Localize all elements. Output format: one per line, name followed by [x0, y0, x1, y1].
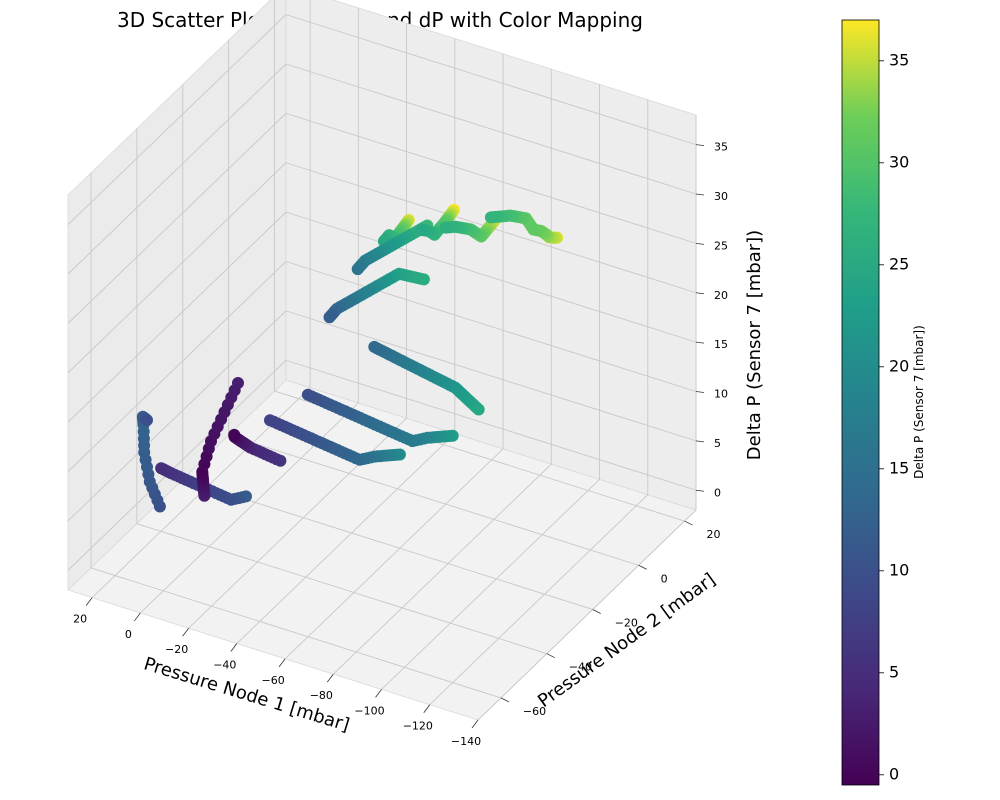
- grid-line: [136, 523, 547, 655]
- scatter-point: [484, 211, 497, 224]
- tick-label: −140: [451, 735, 481, 748]
- scatter-point: [368, 340, 381, 353]
- colorbar-tick-label: 15: [889, 458, 909, 477]
- grid-line: [477, 509, 697, 721]
- grid-line: [285, 310, 697, 442]
- colorbar-tick-label: 5: [889, 662, 899, 681]
- grid-line: [67, 14, 287, 225]
- grid-line: [236, 433, 456, 644]
- scatter-point: [301, 388, 314, 401]
- tick-label: 0: [661, 572, 668, 585]
- y-tick-mark: [684, 520, 693, 526]
- scatter-point: [155, 462, 168, 475]
- tick-label: −40: [569, 661, 592, 674]
- tick-label: −40: [213, 659, 236, 672]
- z-tick-mark: [695, 489, 705, 492]
- grid-line: [67, 261, 287, 472]
- tick-label: 15: [714, 338, 728, 351]
- grid-line: [67, 359, 287, 571]
- x-tick-mark: [182, 627, 189, 637]
- tick-label: 10: [714, 388, 728, 401]
- tick-label: 0: [125, 628, 132, 641]
- tick-label: −20: [615, 617, 638, 630]
- z-tick-mark: [695, 391, 705, 393]
- x-tick-mark: [134, 612, 141, 622]
- z-tick-mark: [695, 144, 705, 147]
- data-points: [136, 203, 564, 513]
- tick-label: 20: [73, 613, 87, 626]
- grid-line: [67, 310, 287, 522]
- colorbar-tick-label: 35: [889, 50, 909, 69]
- axes-panes: [67, 0, 697, 721]
- colorbar-tick-label: 20: [889, 356, 909, 375]
- scatter-point: [264, 414, 276, 427]
- tick-label: −100: [354, 704, 384, 717]
- scatter-point: [232, 377, 244, 389]
- z-tick-mark: [695, 440, 705, 443]
- scatter-point: [415, 223, 428, 236]
- tick-label: 20: [714, 289, 728, 302]
- scatter-point: [141, 414, 153, 427]
- x-tick-mark: [471, 719, 479, 729]
- colorbar-tick-label: 30: [889, 152, 909, 171]
- grid-line: [381, 479, 600, 690]
- z-tick-mark: [695, 242, 705, 245]
- x-tick-mark: [85, 597, 93, 606]
- grid-line: [285, 63, 697, 195]
- grid-line: [285, 359, 697, 491]
- grid-line: [285, 112, 697, 244]
- grid-line: [67, 63, 287, 275]
- colorbar-label: Delta P (Sensor 7 [mbar]): [912, 325, 926, 479]
- scatter-point: [228, 428, 241, 441]
- tick-label: −120: [403, 720, 433, 733]
- colorbar-tick-label: 0: [889, 764, 899, 783]
- grid-line: [285, 261, 697, 392]
- grid-line: [90, 567, 502, 699]
- tick-label: −60: [523, 705, 546, 718]
- colorbar-gradient: [841, 19, 880, 786]
- tick-label: −20: [165, 643, 188, 656]
- grid-line: [182, 479, 593, 610]
- tick-label: 5: [714, 437, 721, 450]
- scatter-point: [323, 311, 336, 324]
- x-tick-mark: [423, 704, 431, 713]
- grid-line: [285, 14, 697, 146]
- z-axis-label: Delta P (Sensor 7 [mbar]): [744, 230, 765, 460]
- grid-line: [67, 162, 287, 374]
- x-tick-mark: [278, 658, 286, 668]
- z-tick-mark: [695, 341, 705, 344]
- tick-label: 30: [714, 190, 728, 203]
- x-tick-mark: [326, 673, 334, 683]
- tick-label: 20: [707, 528, 721, 541]
- z-tick-mark: [695, 292, 705, 295]
- grid-line: [228, 434, 639, 566]
- y-tick-mark: [638, 564, 647, 570]
- tick-label: 35: [714, 141, 728, 154]
- x-tick-mark: [230, 643, 238, 652]
- grid-line: [429, 494, 649, 706]
- tick-label: −60: [261, 674, 284, 687]
- scatter-point: [439, 221, 452, 234]
- axis-ticks: −140 −120 −100 −80 −60 −40 −20 0 20 −60 −40 −20 0 20 0…: [73, 141, 728, 748]
- grid-line: [284, 448, 504, 660]
- grid-line: [67, 211, 287, 423]
- grid-line: [332, 463, 552, 675]
- colorbar-tick-label: 25: [889, 254, 909, 273]
- x-tick-mark: [375, 689, 382, 698]
- z-tick-mark: [695, 193, 705, 196]
- grid-line: [67, 113, 287, 324]
- y-tick-mark: [500, 697, 510, 703]
- tick-label: 25: [714, 239, 728, 252]
- tick-label: 0: [714, 486, 721, 499]
- colorbar-tick-label: 10: [889, 560, 909, 579]
- tick-label: −80: [310, 689, 333, 702]
- y-tick-mark: [546, 653, 556, 659]
- colorbar: 0 5 10 15 20 25 30 35 Delta P (Sensor 7 [mbar]): [841, 19, 926, 786]
- grid-line: [285, 211, 697, 343]
- y-tick-mark: [592, 609, 601, 614]
- scatter-point: [351, 263, 364, 276]
